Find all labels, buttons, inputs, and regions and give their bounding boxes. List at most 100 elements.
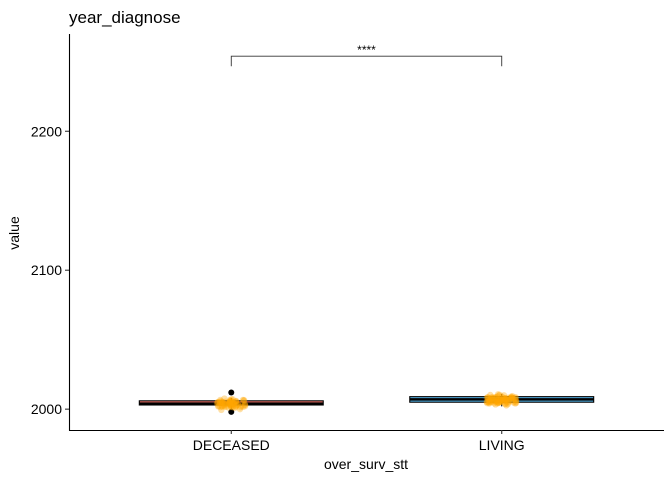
jitter-point [485,395,492,402]
jitter-point [493,397,501,405]
y-tick-label: 2200 [31,123,62,139]
jitter-point [218,398,225,405]
jitter-point [495,399,502,406]
plot-area: **** [138,43,595,415]
jitter-point [512,394,519,401]
jitter-point [215,402,222,409]
jitter-point [509,395,516,403]
jitter-point [500,394,507,401]
jitter-point [490,397,497,404]
jitter-point [492,393,499,401]
jitter-point [214,403,222,410]
jitter-point [486,397,494,404]
y-tick-label: 2100 [31,262,62,278]
jitter-point [512,399,520,407]
jitter-point [483,398,490,406]
jitter-point [234,401,241,408]
jitter-point [237,402,245,410]
jitter-point [218,403,226,410]
jitter-point [497,398,505,406]
significance-bracket [230,55,503,67]
jitter-point [232,398,240,405]
jitter-point [496,396,504,404]
jitter-point [220,399,227,407]
jitter-point [241,401,249,408]
jitter-point [233,401,240,409]
jitter-point [508,394,515,402]
jitter-point [229,395,236,403]
jitter-point [488,394,496,401]
jitter-point [497,397,504,404]
y-axis-ticks: 2000 2100 2200 [31,123,69,417]
jitter-point [221,403,228,410]
jitter-point [239,396,247,404]
jitter-point [502,400,509,408]
jitter-point [231,404,239,411]
jitter-point [485,397,492,404]
jitter-point [496,391,503,398]
jitter-point [226,399,233,407]
jitter-point [226,400,233,407]
jitter-point [218,399,225,407]
jitter-point [506,395,514,403]
jitter-point [490,395,497,402]
jitter-point [503,402,510,409]
jitter-point [221,400,228,408]
jitter-point [223,401,231,408]
jitter-point [216,399,224,407]
jitter-point [221,395,228,402]
jitter-point [232,398,240,405]
jitter-point [218,399,225,407]
jitter-point [497,397,505,404]
jitter-point [221,401,228,408]
jitter-point [512,397,519,404]
jitter-point [493,397,500,405]
jitter-point [498,393,506,400]
jitter-point [496,395,503,403]
jitter-point [487,398,495,406]
jitter-point [510,399,517,406]
jitter-point [484,398,491,406]
jitter-point [490,397,498,404]
jitter-point [227,401,234,409]
jitter-point [232,403,240,410]
jitter-point [500,392,508,399]
jitter-point [490,394,498,401]
jitter-point [505,398,512,405]
jitter-point [236,405,244,413]
jitter-point [226,400,234,407]
x-tick-label: LIVING [479,437,525,453]
jitter-point [229,403,236,410]
jitter-point [500,398,507,405]
jitter-point [239,403,247,410]
jitter-point [494,391,502,398]
jitter-point [241,401,249,408]
jitter-point [484,394,491,401]
jitter-point [490,400,498,407]
jitter-point [229,398,236,406]
jitter-point [225,404,232,411]
y-tick-label: 2000 [31,401,62,417]
jitter-point [510,394,517,402]
jitter-point [507,394,514,401]
jitter-point [495,392,502,399]
jitter-point [500,395,507,403]
jitter-point [231,398,238,406]
jitter-point [483,394,491,402]
jitter-point [485,400,493,407]
jitter-point [214,399,221,406]
jitter-point [487,395,494,403]
jitter-point [497,396,504,404]
jitter-point [226,398,234,405]
jitter-point [502,395,509,403]
jitter-point [503,397,510,404]
jitter-point [503,399,511,406]
jitter-point [508,394,515,401]
jitter-point [495,396,502,403]
jitter-point [216,399,224,407]
jitter-point [499,396,506,404]
jitter-point [217,396,224,404]
jitter-point [504,394,512,401]
jitter-point [501,396,508,403]
